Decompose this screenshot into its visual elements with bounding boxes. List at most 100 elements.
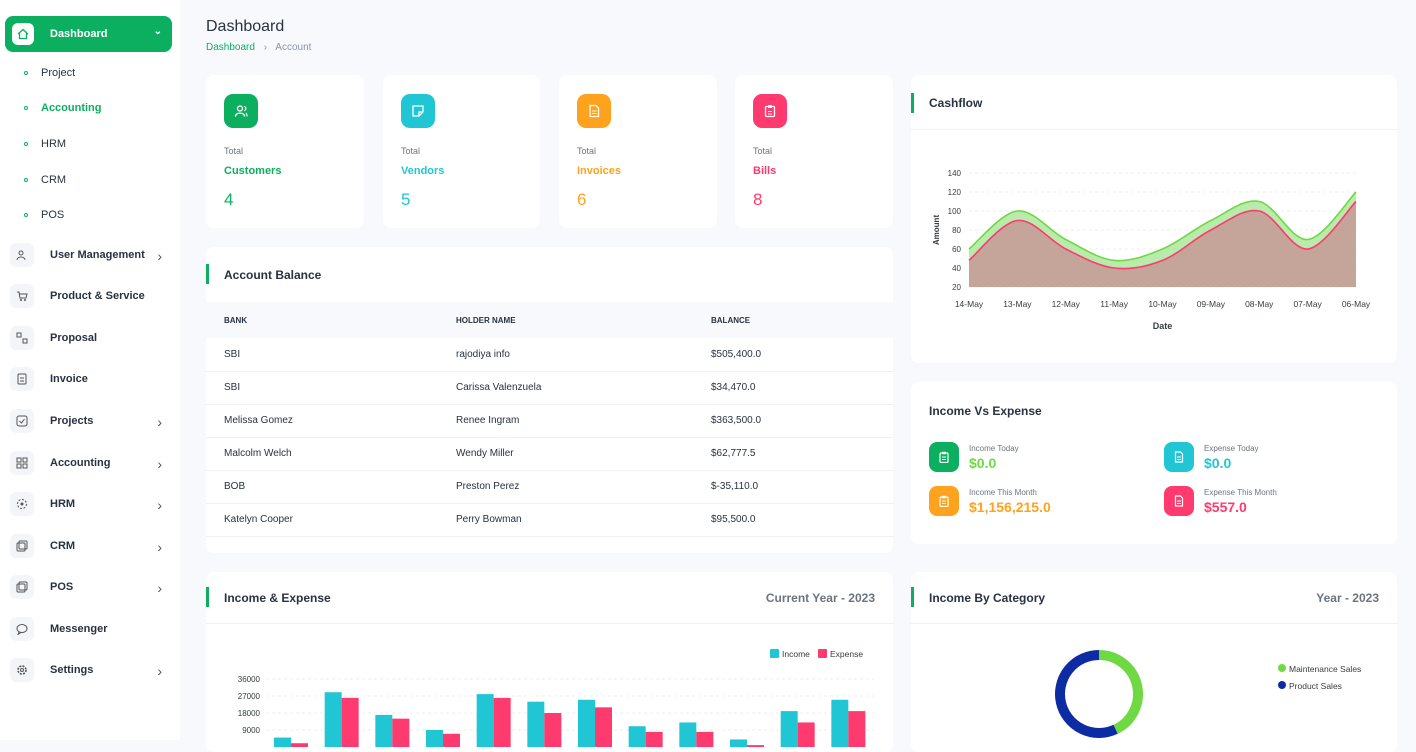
clipboard-icon [753, 94, 787, 128]
income-by-category-card: Income By Category Year - 2023 Maintenan… [911, 572, 1397, 752]
section-title: Account Balance [224, 268, 322, 282]
submenu-project[interactable]: Project [24, 67, 75, 79]
cell-bank: Melissa Gomez [206, 404, 438, 438]
submenu-label: HRM [41, 138, 67, 150]
y-tick-label: 120 [948, 188, 962, 197]
sidebar-item-user-management[interactable]: User Management › [10, 242, 170, 268]
section-title: Cashflow [929, 96, 983, 110]
x-tick-label: 08-May [1245, 299, 1274, 309]
invoice-icon [10, 367, 34, 391]
legend-swatch [1278, 681, 1286, 689]
submenu-crm[interactable]: CRM [24, 174, 66, 186]
bar [426, 730, 443, 747]
chevron-right-icon: › [157, 539, 162, 555]
bar [747, 745, 764, 747]
stat-label: Total [753, 146, 773, 156]
stat-value: 6 [577, 190, 587, 209]
submenu-hrm[interactable]: HRM [24, 138, 66, 150]
breadcrumb-current: Account [275, 42, 312, 53]
bar [679, 722, 697, 747]
bar [443, 733, 460, 747]
breadcrumb-dashboard-link[interactable]: Dashboard [206, 42, 255, 53]
section-accent-bar [911, 93, 914, 113]
column-header[interactable]: HOLDER NAME [438, 302, 693, 338]
bullet-icon [24, 213, 28, 217]
bar [730, 739, 747, 747]
x-tick-label: 11-May [1100, 299, 1128, 309]
sidebar-item-label: Product & Service [50, 290, 145, 302]
chevron-right-icon: › [157, 456, 162, 472]
stat-value: $557.0 [1204, 499, 1247, 515]
gear-icon [10, 658, 34, 682]
stat-label: Income This Month [969, 488, 1037, 497]
home-icon [12, 23, 34, 45]
sidebar-item-label: Invoice [50, 373, 88, 385]
sidebar-item-hrm[interactable]: HRM › [10, 491, 170, 517]
income-today: Income Today $0.0 [929, 442, 1019, 472]
stat-card-bills[interactable]: Total Bills 8 [735, 75, 893, 228]
series-area [969, 201, 1356, 287]
y-tick-label: 18000 [238, 709, 261, 718]
y-tick-label: 27000 [238, 692, 261, 701]
x-tick-label: 12-May [1052, 299, 1081, 309]
x-tick-label: 10-May [1148, 299, 1177, 309]
users-icon [10, 243, 34, 267]
bar [797, 722, 815, 747]
y-tick-label: 20 [952, 283, 961, 292]
page-title: Dashboard [206, 18, 285, 35]
legend-label: Expense [830, 649, 863, 659]
cashflow-card: Cashflow 20 40 60 80 100 120 140 14-May 13-May 12… [911, 75, 1397, 363]
section-accent-bar [206, 264, 209, 284]
bar [493, 697, 511, 747]
bullet-icon [24, 106, 28, 110]
cell-bank: Malcolm Welch [206, 437, 438, 471]
proposal-icon [10, 326, 34, 350]
sidebar-item-product-service[interactable]: Product & Service [10, 283, 170, 309]
sidebar-item-settings[interactable]: Settings › [10, 657, 170, 683]
submenu-pos[interactable]: POS [24, 209, 64, 221]
stat-card-vendors[interactable]: Total Vendors 5 [383, 75, 540, 228]
table-row: Malcolm Welch Wendy Miller $62,777.5 [206, 437, 893, 471]
bar [848, 711, 866, 747]
sidebar-item-label: POS [50, 581, 74, 593]
divider [206, 623, 893, 624]
bar [274, 737, 291, 747]
section-title: Income & Expense [224, 591, 331, 605]
cell-holder: rajodiya info [438, 338, 693, 372]
column-header[interactable]: BANK [206, 302, 438, 338]
expense-today: Expense Today $0.0 [1164, 442, 1259, 472]
cell-holder: Perry Bowman [438, 503, 693, 537]
chat-icon [10, 617, 34, 641]
table-row: Melissa Gomez Renee Ingram $363,500.0 [206, 404, 893, 438]
divider [911, 623, 1397, 624]
x-tick-label: 14-May [955, 299, 984, 309]
section-accent-bar [206, 587, 209, 607]
stat-value: 5 [401, 190, 411, 209]
sidebar-item-pos[interactable]: POS › [10, 574, 170, 600]
chevron-right-icon: › [157, 248, 162, 264]
cell-bank: SBI [206, 338, 438, 372]
stat-label: Income Today [969, 444, 1019, 453]
bar [476, 694, 494, 747]
sidebar-item-label: User Management [50, 249, 145, 261]
table-header-row: BANK HOLDER NAME BALANCE [206, 302, 893, 338]
sidebar-item-projects[interactable]: Projects › [10, 408, 170, 434]
sidebar-item-accounting[interactable]: Accounting › [10, 450, 170, 476]
sidebar-item-messenger[interactable]: Messenger [10, 616, 170, 642]
x-tick-label: 07-May [1293, 299, 1322, 309]
section-title: Income Vs Expense [929, 404, 1042, 418]
y-tick-label: 9000 [242, 726, 260, 735]
stat-card-customers[interactable]: Total Customers 4 [206, 75, 364, 228]
submenu-accounting[interactable]: Accounting [24, 102, 102, 114]
sidebar-item-dashboard[interactable]: Dashboard ⌄ [5, 16, 172, 52]
submenu-label: Accounting [41, 102, 102, 114]
sidebar-item-crm[interactable]: CRM › [10, 533, 170, 559]
sidebar-item-invoice[interactable]: Invoice [10, 366, 170, 392]
legend-label: Product Sales [1289, 681, 1342, 691]
bar [645, 731, 663, 747]
column-header[interactable]: BALANCE [693, 302, 893, 338]
sidebar-item-proposal[interactable]: Proposal [10, 325, 170, 351]
chevron-right-icon: › [157, 414, 162, 430]
x-tick-label: 13-May [1003, 299, 1032, 309]
stat-card-invoices[interactable]: Total Invoices 6 [559, 75, 717, 228]
